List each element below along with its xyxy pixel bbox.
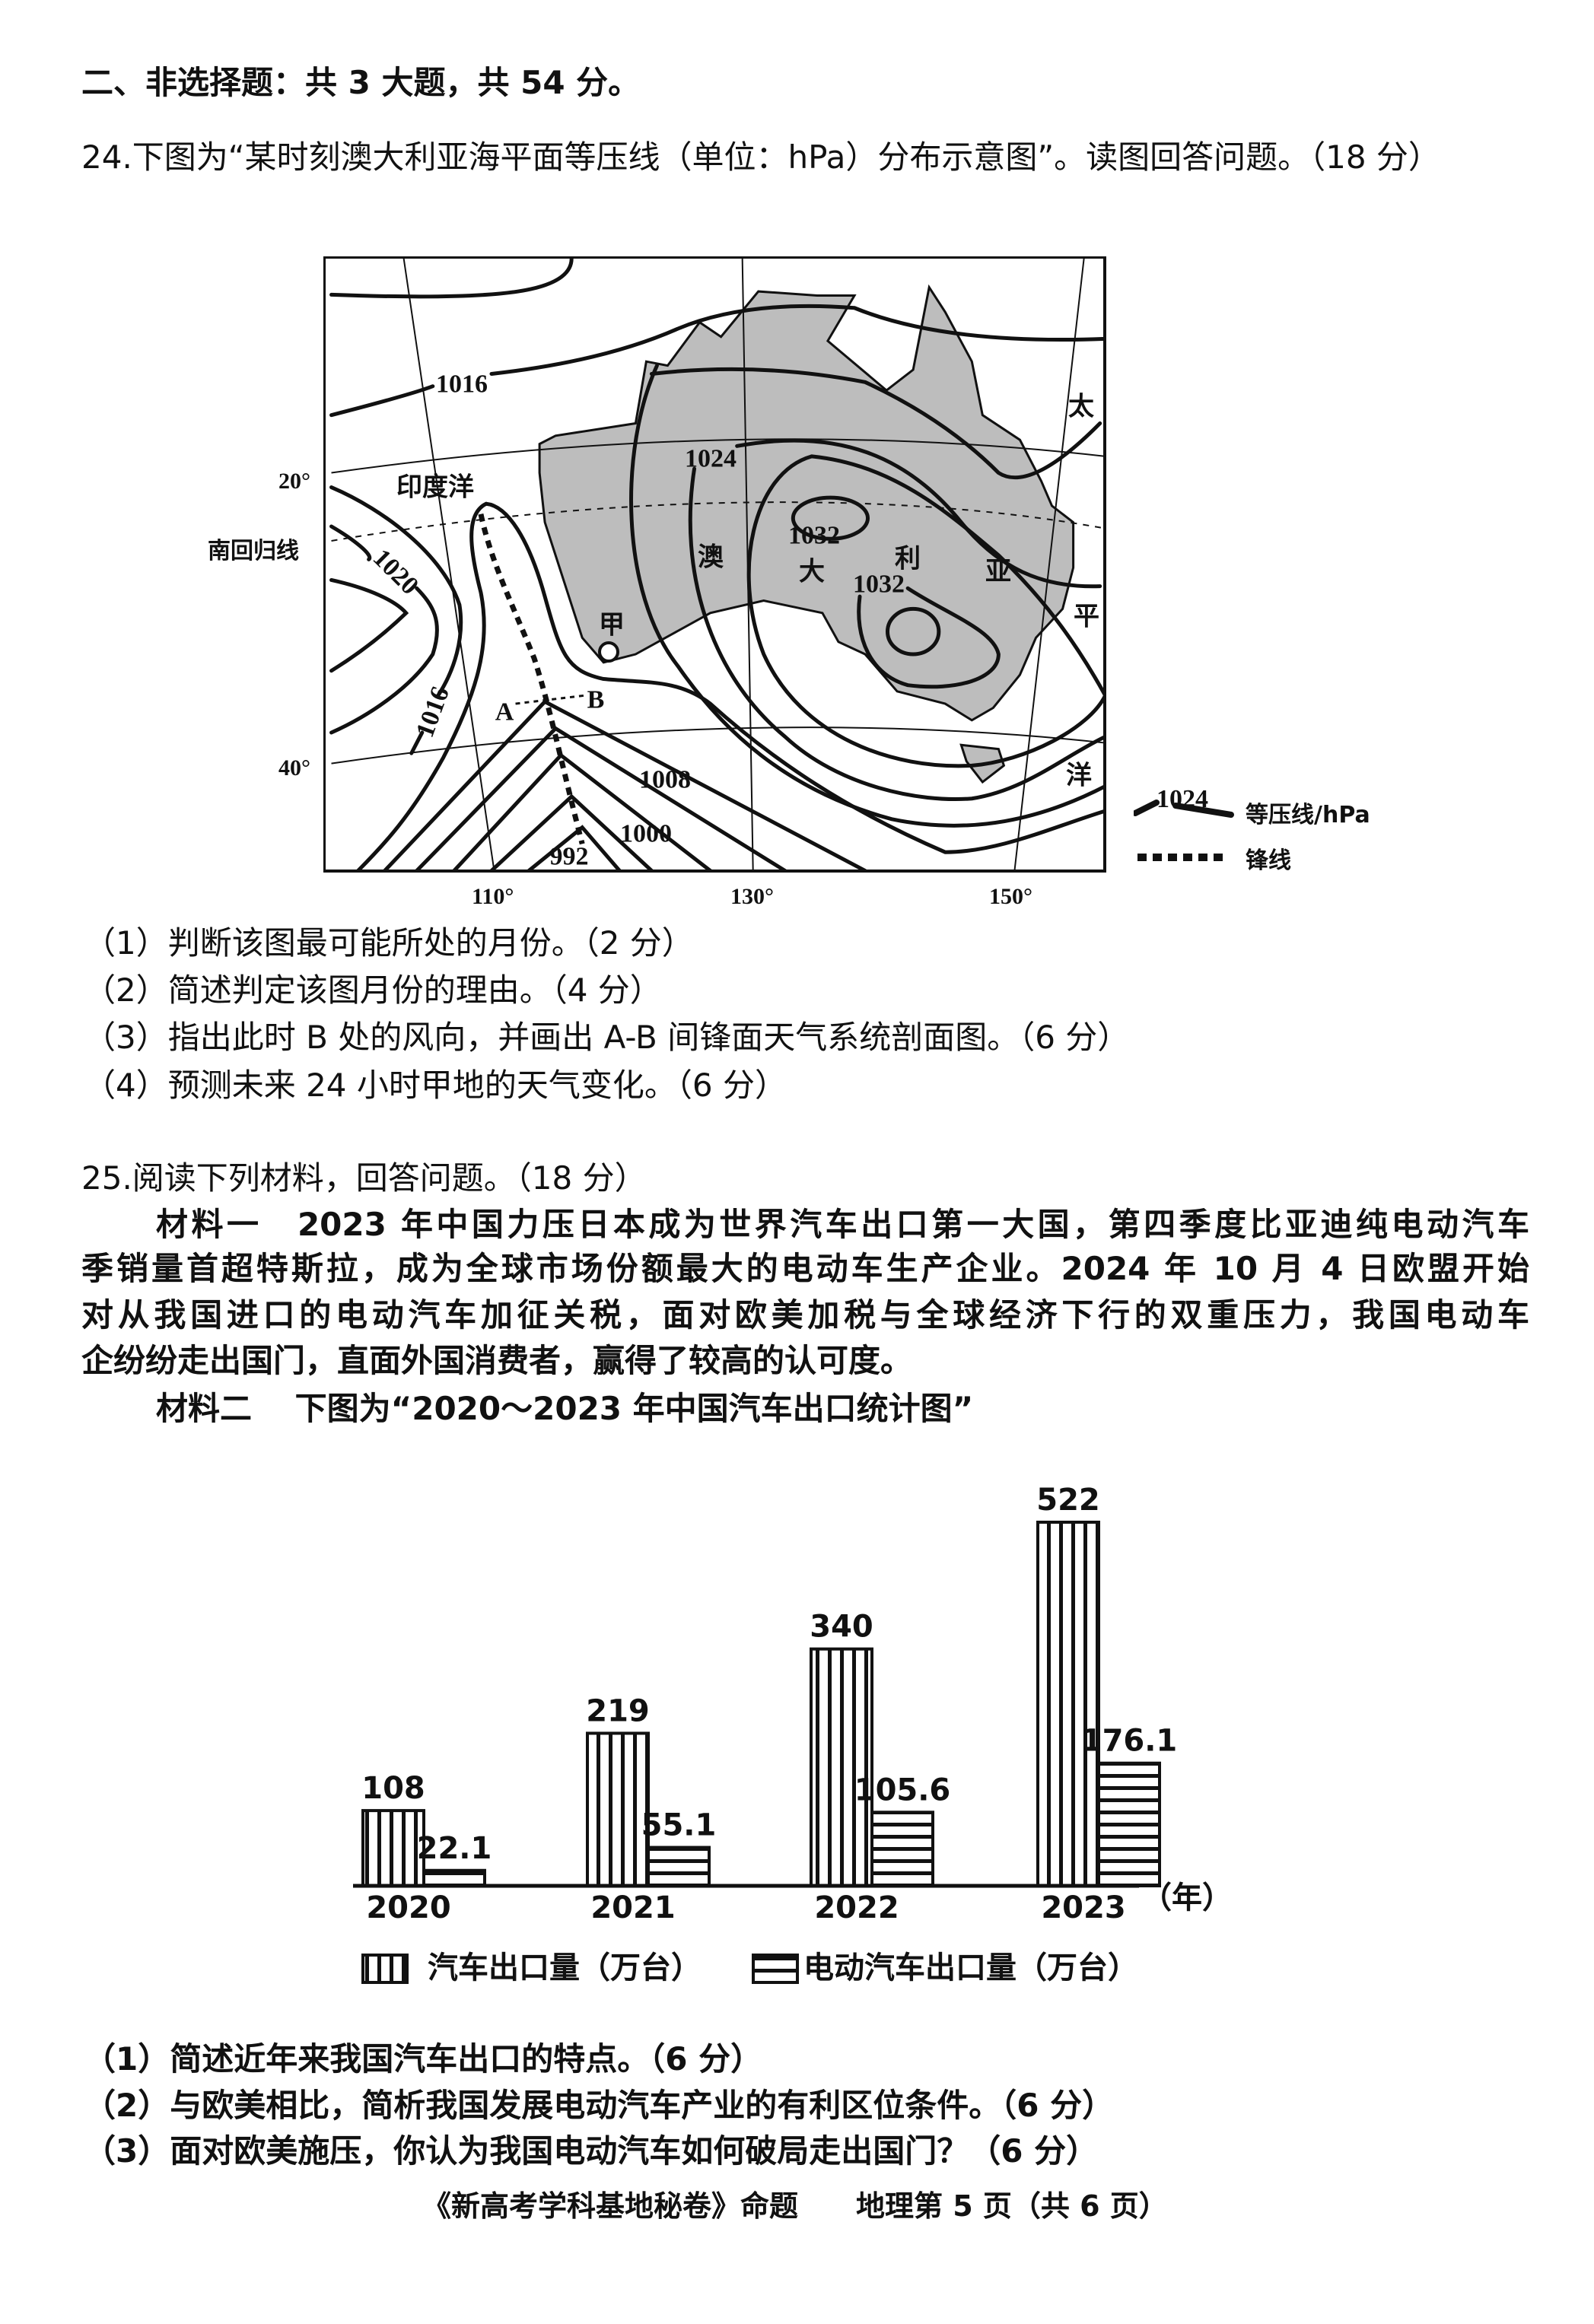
- isobar-label: 1008: [639, 766, 691, 794]
- bar-value-label: 108: [361, 1771, 425, 1806]
- isobar-label: 1000: [620, 820, 672, 848]
- lon-label-150: 150°: [989, 884, 1032, 909]
- front-legend-label: 锋线: [1246, 847, 1291, 874]
- material1-line: 对从我国进口的电动汽车加征关税，面对欧美加税与全球经济下行的双重压力，我国电动车: [81, 1296, 1529, 1334]
- bar-value-label: 340: [810, 1610, 873, 1645]
- isobar-label: 1032: [788, 522, 840, 550]
- australia-label: 利: [895, 545, 921, 574]
- bar-car-export: [1036, 1521, 1100, 1887]
- map-frame: [323, 256, 1106, 873]
- bar-value-label: 22.1: [417, 1831, 492, 1866]
- australia-label: 亚: [985, 558, 1011, 587]
- australia-label: 澳: [698, 543, 724, 572]
- legend-swatch-ev: [752, 1954, 799, 1984]
- jia-label: 甲: [599, 612, 625, 640]
- legend-label-car: 汽车出口量（万台）: [428, 1950, 702, 1985]
- x-axis-unit: （年）: [1141, 1881, 1233, 1915]
- bar-car-export: [586, 1731, 650, 1888]
- isobar-legend-label: 等压线/hPa: [1246, 802, 1370, 828]
- lon-label-110: 110°: [472, 884, 514, 909]
- material1-line: 季销量首超特斯拉，成为全球市场份额最大的电动车生产企业。2024 年 10 月 …: [81, 1250, 1529, 1287]
- lat-label-40: 40°: [278, 755, 310, 780]
- point-a-label: A: [495, 698, 514, 726]
- bar-value-label: 522: [1036, 1483, 1100, 1518]
- bar-value-label: 176.1: [1081, 1724, 1178, 1759]
- isobar-label: 1016: [436, 370, 488, 399]
- q24-question-2: （2）简述判定该图月份的理由。（4 分）: [84, 971, 662, 1009]
- jia-point-marker: [598, 641, 619, 663]
- q25-question-3: （3）面对欧美施压，你认为我国电动汽车如何破局走出国门？（6 分）: [84, 2132, 1099, 2170]
- q24-stem: 24.下图为“某时刻澳大利亚海平面等压线（单位：hPa）分布示意图”。读图回答问…: [81, 138, 1440, 176]
- x-tick-label: 2022: [814, 1890, 899, 1925]
- bar-value-label: 55.1: [641, 1808, 717, 1843]
- q24-question-1: （1）判断该图最可能所处的月份。（2 分）: [84, 924, 694, 962]
- a-b-section-line: [516, 695, 585, 704]
- isobar-label: 1016: [411, 683, 455, 742]
- bar-ev-export: [422, 1868, 486, 1887]
- pacific-label: 洋: [1066, 761, 1092, 790]
- isobar-label: 1024: [685, 445, 737, 473]
- lon-label-130: 130°: [730, 884, 774, 909]
- q25-stem: 25.阅读下列材料，回答问题。（18 分）: [81, 1159, 647, 1197]
- legend-label-ev: 电动汽车出口量（万台）: [803, 1950, 1138, 1985]
- indian-ocean-label: 印度洋: [396, 473, 474, 502]
- x-tick-label: 2023: [1041, 1890, 1125, 1925]
- pacific-label: 太: [1068, 393, 1094, 421]
- material1-line: 材料一 2023 年中国力压日本成为世界汽车出口第一大国，第四季度比亚迪纯电动汽…: [156, 1206, 1529, 1243]
- bar-ev-export: [647, 1846, 711, 1887]
- pacific-label: 平: [1074, 603, 1099, 631]
- q25-question-1: （1）简述近年来我国汽车出口的特点。（6 分）: [84, 2040, 763, 2078]
- x-tick-label: 2021: [590, 1890, 675, 1925]
- section-heading: 二、非选择题：共 3 大题，共 54 分。: [81, 64, 641, 101]
- cold-front-line: [481, 514, 582, 844]
- bar-car-export: [361, 1809, 425, 1888]
- isobar-label: 992: [550, 843, 589, 871]
- car-export-chart: 108 22.1 219 55.1 340 105.6 522 176.1 2020 2021 2…: [353, 1483, 1233, 1985]
- bar-value-label: 105.6: [854, 1772, 951, 1807]
- lat-label-20: 20°: [278, 469, 310, 494]
- point-b-label: B: [587, 686, 605, 714]
- q24-question-3: （3）指出此时 B 处的风向，并画出 A-B 间锋面天气系统剖面图。（6 分）: [84, 1019, 1130, 1056]
- bar-ev-export: [1097, 1761, 1161, 1887]
- bar-ev-export: [870, 1811, 934, 1887]
- material2-caption: 材料二 下图为“2020～2023 年中国汽车出口统计图”: [156, 1390, 974, 1427]
- q25-question-2: （2）与欧美相比，简析我国发展电动汽车产业的有利区位条件。（6 分）: [84, 2087, 1115, 2124]
- isobar-map: 1016 1020 1016 1024 1032 1032 1008 1000 …: [323, 256, 1106, 873]
- legend-swatch-car: [361, 1954, 409, 1984]
- isobar-legend-sample: 1024: [1157, 787, 1208, 813]
- map-legend-symbols: 1024: [1134, 787, 1234, 861]
- isobar-label: 1032: [853, 571, 905, 599]
- tropic-label: 南回归线: [208, 538, 299, 564]
- page-footer: 《新高考学科基地秘卷》命题 地理第 5 页（共 6 页）: [422, 2189, 1168, 2223]
- x-tick-label: 2020: [366, 1890, 450, 1925]
- australia-label: 大: [799, 558, 825, 587]
- isobar-legend-icon: [1134, 800, 1234, 818]
- material1-line: 企纷纷走出国门，直面外国消费者，赢得了较高的认可度。: [81, 1342, 913, 1379]
- q24-question-4: （4）预测未来 24 小时甲地的天气变化。（6 分）: [84, 1067, 787, 1104]
- bar-value-label: 219: [586, 1693, 650, 1728]
- bar-car-export: [810, 1647, 873, 1887]
